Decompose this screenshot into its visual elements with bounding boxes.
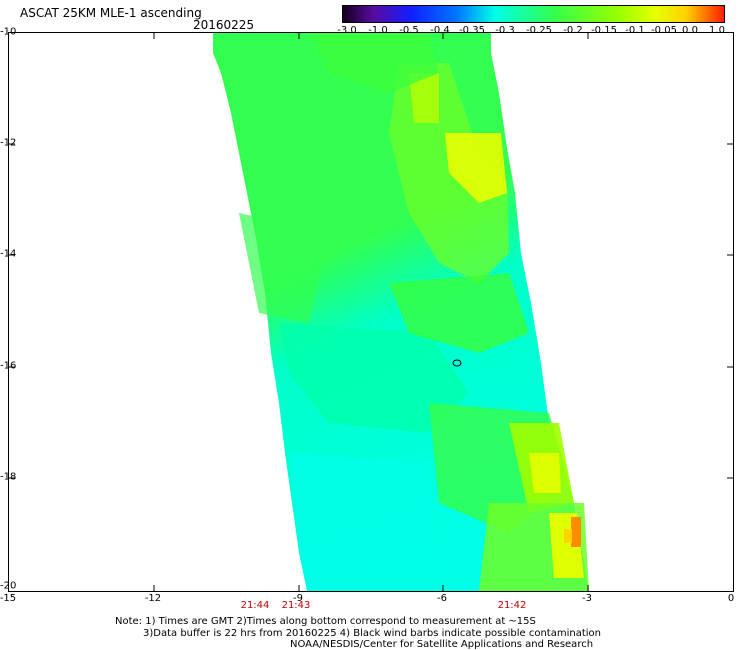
colorbar-label: 0.0 [682, 25, 698, 36]
swath-patch [279, 323, 469, 433]
swath-patch [409, 73, 439, 123]
y-axis-label: -12 [0, 137, 17, 149]
swath-patch [289, 453, 439, 591]
position-marker [452, 359, 462, 367]
colorbar-labels: -3.0 -1.0 -0.5 -0.4 -0.35 -0.3 -0.25 -0.… [332, 25, 732, 39]
swath-patch [529, 453, 561, 493]
x-axis-label: -9 [293, 593, 303, 604]
y-axis-label: -20 [0, 580, 17, 592]
swath-patch [239, 213, 329, 323]
footer-note: 3)Data buffer is 22 hrs from 20160225 4)… [143, 628, 601, 639]
time-label: 21:44 [240, 600, 270, 611]
colorbar-label: -0.4 [430, 25, 450, 36]
axis-ticks [9, 33, 733, 591]
chart-title: ASCAT 25KM MLE-1 ascending [20, 6, 202, 20]
map-plot-area [8, 32, 734, 592]
swath-svg [9, 33, 733, 591]
x-axis-label: -6 [437, 593, 447, 604]
x-axis-label: -15 [0, 593, 17, 604]
x-axis-label: -3 [582, 593, 592, 604]
y-axis-label: -14 [0, 248, 17, 260]
x-axis-label: -12 [144, 593, 162, 604]
y-axis-label: -16 [0, 360, 17, 372]
swath-hot-spot [564, 529, 572, 543]
colorbar-label: -0.25 [526, 25, 552, 36]
colorbar-label: -0.5 [399, 25, 419, 36]
colorbar-label: -0.2 [563, 25, 583, 36]
colorbar-label: -1.0 [368, 25, 388, 36]
x-axis-label: 0 [727, 593, 735, 604]
colorbar-label: -0.3 [495, 25, 515, 36]
colorbar-label: -0.15 [591, 25, 617, 36]
chart-date: 20160225 [193, 18, 255, 32]
time-label: 21:43 [281, 600, 311, 611]
swath-patch [445, 133, 507, 203]
colorbar-label: 1.0 [709, 25, 725, 36]
footer-credit: NOAA/NESDIS/Center for Satellite Applica… [290, 639, 594, 650]
colorbar-label: -0.35 [459, 25, 485, 36]
colorbar-label: -3.0 [337, 25, 357, 36]
colorbar-label: -0.1 [625, 25, 645, 36]
y-axis-label: -18 [0, 471, 17, 483]
swath-patch [389, 273, 529, 353]
colorbar-gradient [343, 6, 724, 22]
y-axis-label: -10 [0, 26, 17, 38]
colorbar-label: -0.05 [651, 25, 677, 36]
footer-note: Note: 1) Times are GMT 2)Times along bot… [115, 616, 536, 627]
colorbar [342, 5, 725, 23]
time-label: 21:42 [497, 600, 527, 611]
swath-hot-spot [571, 517, 581, 547]
swath-patch [309, 33, 439, 93]
